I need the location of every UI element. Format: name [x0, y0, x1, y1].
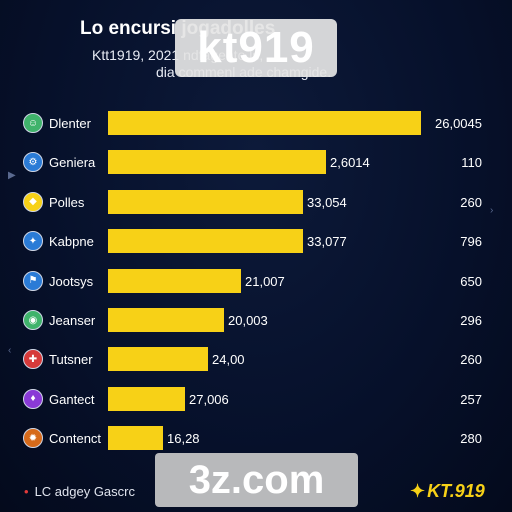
bar	[108, 386, 185, 411]
bar	[108, 229, 303, 254]
bullet-dot-icon: •	[24, 484, 29, 499]
decorative-triangle-icon: ▶	[8, 170, 16, 181]
right-value-label: 796	[460, 234, 482, 250]
geniera-logo-icon: ⚙	[23, 152, 43, 173]
bar-value-label: 33,054	[307, 194, 347, 210]
bar-value-label: 27,006	[189, 391, 229, 407]
bar-value-label: 33,077	[307, 234, 347, 250]
tutsner-logo-icon: ✚	[23, 349, 43, 370]
category-label: Geniera	[49, 155, 96, 171]
bar-row: ◆ Polles 33,054 260	[0, 189, 512, 216]
watermark-badge-bottom: 3z.com	[155, 453, 358, 507]
category-label: Contenct	[49, 431, 102, 447]
brand-logo-text: KT.919	[427, 481, 485, 501]
dlenter-logo-icon: ☺	[23, 113, 43, 133]
right-value-label: 110	[461, 155, 482, 171]
bar	[108, 150, 326, 175]
bar-row: ✹ Contenct 16,28 280	[0, 426, 512, 452]
jeanser-logo-icon: ◉	[23, 310, 43, 330]
bar-row: ⚑ Jootsys 21,007 650	[0, 268, 512, 295]
brand-star-icon: ✦	[410, 481, 426, 501]
kabpne-logo-icon: ✦	[23, 231, 43, 252]
bar-row: ✚ Tutsner 24,00 260	[0, 347, 512, 373]
right-value-label: 260	[460, 352, 482, 368]
right-value-label: 650	[460, 273, 482, 289]
bar	[108, 308, 224, 332]
bar-value-label: 16,28	[167, 431, 200, 447]
bar	[108, 268, 241, 293]
category-label: Dlenter	[49, 116, 91, 131]
bar	[108, 347, 208, 372]
watermark-badge-top: kt919	[175, 19, 337, 77]
category-label: Tutsner	[49, 352, 93, 368]
jootsys-logo-icon: ⚑	[23, 270, 43, 291]
decorative-chevron-icon: ‹	[8, 345, 12, 356]
right-value-label: 26,0045	[435, 116, 482, 131]
bar-row: ✦ Kabpne 33,077 796	[0, 229, 512, 255]
bar	[108, 189, 303, 214]
bar	[108, 111, 421, 135]
right-value-label: 280	[460, 431, 482, 447]
right-value-label: 296	[460, 313, 482, 328]
category-label: Kabpne	[49, 234, 94, 250]
category-label: Gantect	[49, 391, 95, 407]
bar-row: ♦ Gantect 27,006 257	[0, 386, 512, 413]
contenct-logo-icon: ✹	[23, 428, 43, 449]
bar-value-label: 21,007	[245, 273, 285, 289]
footer-caption: • LC adgey Gascrc	[24, 484, 135, 499]
category-label: Jootsys	[49, 273, 94, 289]
gantect-logo-icon: ♦	[23, 388, 43, 409]
bar	[108, 426, 163, 451]
category-label: Jeanser	[49, 313, 96, 328]
right-value-label: 260	[460, 194, 482, 210]
watermark-badge-bottom-text: 3z.com	[188, 457, 325, 502]
bar-row: ◉ Jeanser 20,003 296	[0, 308, 512, 334]
decorative-chevron-icon: ›	[490, 205, 494, 216]
right-value-label: 257	[460, 391, 482, 407]
bar-row: ⚙ Geniera 2,6014 110	[0, 150, 512, 176]
bar-value-label: 20,003	[228, 313, 268, 328]
bar-value-label: 2,6014	[330, 155, 370, 171]
bar-value-label: 24,00	[212, 352, 245, 368]
watermark-badge-top-text: kt919	[197, 23, 315, 72]
brand-logo: ✦ KT.919	[410, 481, 485, 502]
polles-logo-icon: ◆	[23, 191, 43, 212]
footer-caption-text: LC adgey Gascrc	[34, 484, 135, 499]
category-label: Polles	[49, 194, 85, 210]
bar-row: ☺ Dlenter 26,0045	[0, 111, 512, 137]
